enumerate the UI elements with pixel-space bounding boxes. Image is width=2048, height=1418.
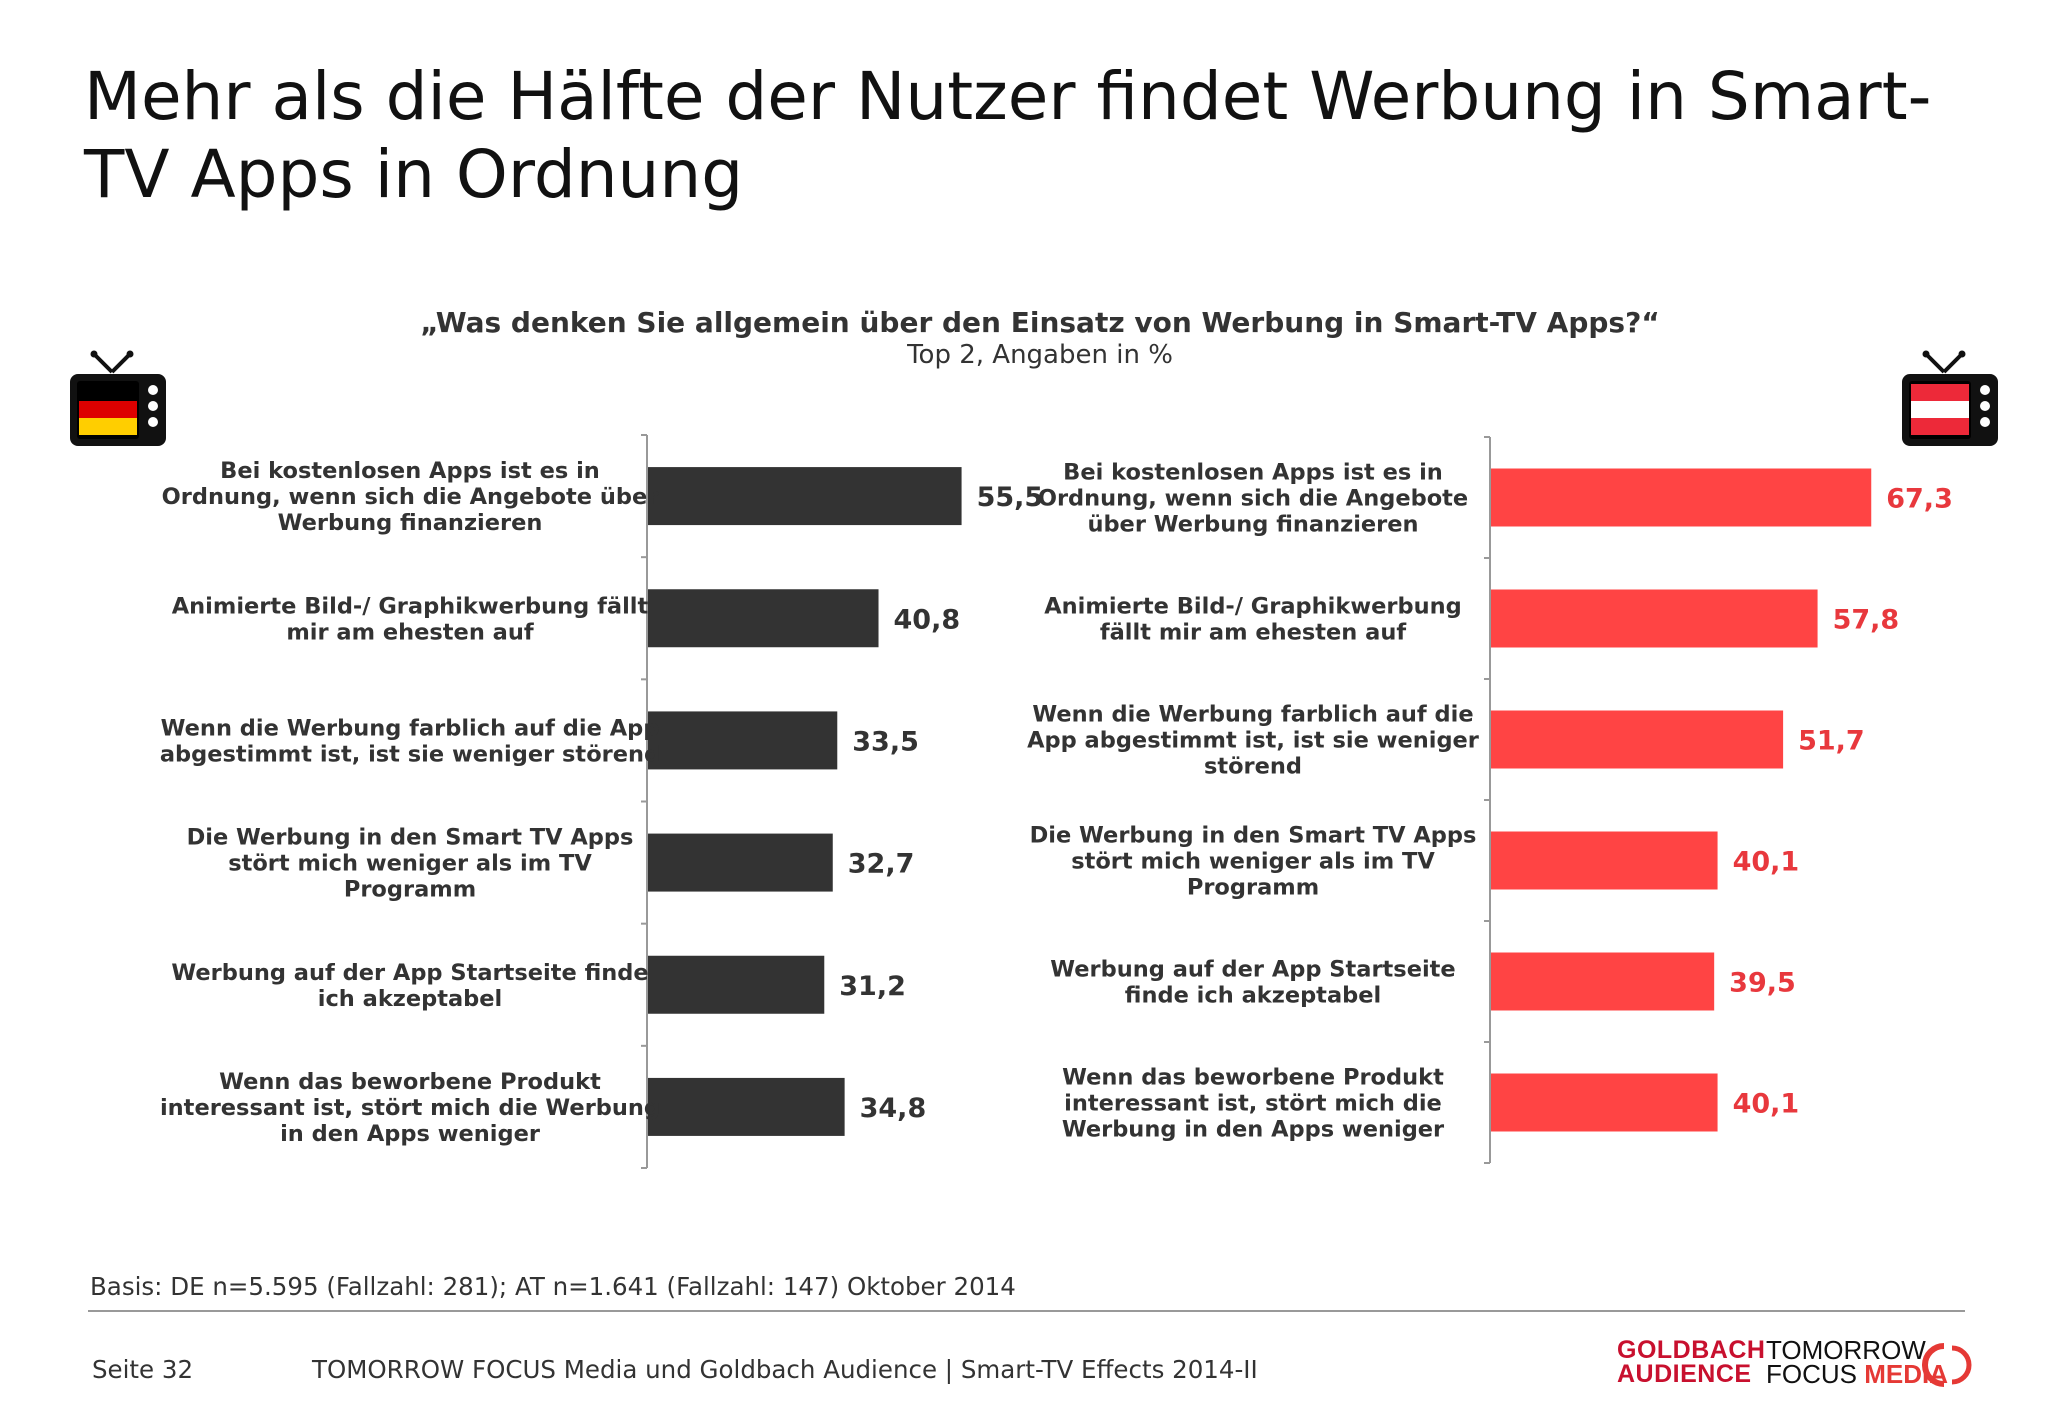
at-value-label: 40,1 <box>1733 1089 1800 1120</box>
survey-question: „Was denken Sie allgemein über den Einsa… <box>420 306 1660 339</box>
at-bar <box>1491 952 1715 1011</box>
de-bar <box>648 833 833 892</box>
survey-subtitle: Top 2, Angaben in % <box>907 340 1173 370</box>
at-bar <box>1491 468 1872 527</box>
tfm-logo-focus: FOCUS <box>1766 1359 1857 1389</box>
at-value-label: 57,8 <box>1833 605 1900 636</box>
de-category-label: Animierte Bild-/ Graphikwerbung fällt mir… <box>172 593 649 645</box>
at-value-label: 40,1 <box>1733 847 1800 878</box>
at-value-label: 67,3 <box>1886 484 1953 515</box>
de-bar <box>648 711 838 770</box>
tfm-ring-icon <box>1922 1343 1972 1387</box>
basis-note: Basis: DE n=5.595 (Fallzahl: 281); AT n=… <box>90 1272 1016 1301</box>
de-value-label: 32,7 <box>848 849 915 880</box>
de-bar <box>648 589 879 648</box>
at-bar <box>1491 831 1718 890</box>
at-category-label: Werbung auf der App Startseite finde ich … <box>1050 957 1455 1009</box>
at-category-label: Die Werbung in den Smart TV Apps stört mi… <box>1030 823 1477 901</box>
tomorrow-focus-logo: TOMORROW FOCUS MEDIA <box>1766 1335 1948 1389</box>
de-value-label: 40,8 <box>894 604 961 635</box>
footer-source: TOMORROW FOCUS Media und Goldbach Audien… <box>312 1355 1258 1384</box>
at-bar <box>1491 589 1818 648</box>
de-bar <box>648 1077 845 1136</box>
de-bar <box>648 955 825 1014</box>
at-category-label: Wenn das beworbene Produkt interessant is… <box>1062 1065 1445 1143</box>
germany-tv-icon <box>70 350 166 446</box>
at-category-label: Wenn die Werbung farblich auf die App abg… <box>1027 702 1480 780</box>
de-value-label: 31,2 <box>839 971 906 1002</box>
goldbach-logo-line2: AUDIENCE <box>1617 1360 1752 1388</box>
page-title: Mehr als die Hälfte der Nutzer findet We… <box>84 58 1932 213</box>
at-bar <box>1491 710 1784 769</box>
de-bar <box>648 467 962 526</box>
de-value-label: 55,5 <box>977 482 1044 513</box>
at-value-label: 51,7 <box>1798 726 1865 757</box>
de-category-label: Wenn die Werbung farblich auf die App abg… <box>160 715 660 767</box>
de-value-label: 34,8 <box>860 1093 927 1124</box>
tfm-logo-line1: TOMORROW <box>1766 1335 1926 1365</box>
de-value-label: 33,5 <box>852 726 919 757</box>
page-number: Seite 32 <box>92 1355 194 1384</box>
de-category-label: Werbung auf der App Startseite finde ich … <box>171 960 648 1012</box>
de-category-label: Die Werbung in den Smart TV Apps stört mi… <box>187 825 634 903</box>
de-category-label: Wenn das beworbene Produkt interessant is… <box>160 1069 660 1147</box>
austria-tv-icon <box>1902 350 1998 446</box>
at-bar <box>1491 1073 1718 1132</box>
goldbach-logo: GOLDBACH AUDIENCE <box>1617 1336 1766 1388</box>
footer-divider <box>88 1310 1965 1312</box>
at-category-label: Animierte Bild-/ Graphikwerbung fällt mir… <box>1044 594 1462 646</box>
at-category-label: Bei kostenlosen Apps ist es in Ordnung, w… <box>1038 460 1468 538</box>
de-category-label: Bei kostenlosen Apps ist es in Ordnung, w… <box>162 458 660 536</box>
goldbach-logo-line1: GOLDBACH <box>1617 1336 1766 1364</box>
at-value-label: 39,5 <box>1729 968 1796 999</box>
